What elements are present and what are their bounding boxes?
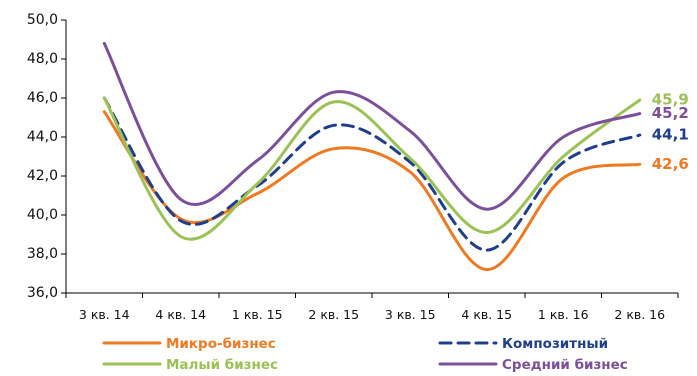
legend-label-композитный: Композитный <box>502 336 608 352</box>
end-label-композитный: 44,1 <box>652 126 689 144</box>
series-line-микро-бизнес <box>102 110 642 272</box>
legend-label-микро-бизнес: Микро-бизнес <box>166 336 276 352</box>
y-tick-label: 42,0 <box>27 168 58 184</box>
axes <box>65 20 678 294</box>
series-line-композитный <box>102 96 642 252</box>
y-tick-label: 50,0 <box>27 12 58 28</box>
end-label-микро-бизнес: 42,6 <box>652 155 689 173</box>
x-axis-ticks: 3 кв. 14 4 кв. 14 1 кв. 15 2 кв. 15 3 кв. 15… <box>65 293 679 322</box>
y-tick-label: 36,0 <box>27 285 58 301</box>
x-tick-label: 3 кв. 15 <box>385 307 436 322</box>
y-tick-label: 48,0 <box>27 51 58 67</box>
x-tick-label: 2 кв. 15 <box>308 307 359 322</box>
series-line-средний-бизнес <box>102 41 642 211</box>
end-labels: 42,6 44,1 45,945,2 <box>652 90 689 172</box>
legend-label-средний-бизнес: Средний бизнес <box>502 357 628 373</box>
y-axis-ticks: 36,0 38,0 40,0 42,0 44,0 46,0 48,0 50,0 <box>27 12 66 301</box>
y-tick-label: 40,0 <box>27 207 58 223</box>
legend-label-малый-бизнес: Малый бизнес <box>166 357 278 373</box>
x-tick-label: 1 кв. 15 <box>232 307 283 322</box>
series-line-малый-бизнес <box>102 96 642 241</box>
x-tick-label: 4 кв. 14 <box>155 307 206 322</box>
x-tick-label: 3 кв. 14 <box>79 307 130 322</box>
end-label-средний-бизнес: 45,2 <box>652 104 689 122</box>
y-tick-label: 46,0 <box>27 90 58 106</box>
x-tick-label: 4 кв. 15 <box>461 307 512 322</box>
series-lines <box>102 41 642 272</box>
legend: Микро-бизнес Композитный Малый бизнес Средн… <box>102 336 628 373</box>
x-tick-label: 2 кв. 16 <box>614 307 665 322</box>
x-tick-label: 1 кв. 16 <box>538 307 589 322</box>
y-tick-label: 38,0 <box>27 246 58 262</box>
y-tick-label: 44,0 <box>27 129 58 145</box>
end-label-малый-бизнес: 45,9 <box>652 90 689 108</box>
